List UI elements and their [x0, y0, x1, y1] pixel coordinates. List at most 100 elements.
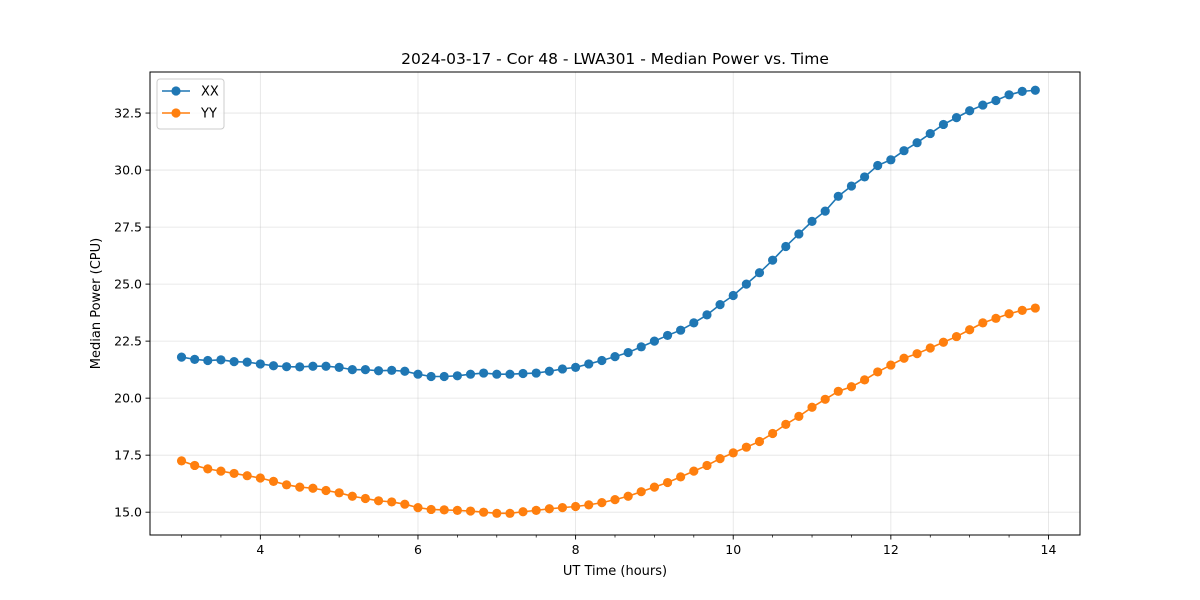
data-point-yy — [465, 506, 476, 516]
data-point-xx — [295, 362, 305, 372]
data-point-yy — [873, 367, 883, 377]
data-point-xx — [846, 181, 857, 191]
x-tick-label: 6 — [414, 542, 422, 557]
data-point-yy — [925, 343, 935, 353]
series-xx — [176, 85, 1040, 382]
legend-label-xx: XX — [201, 85, 219, 100]
data-point-xx — [754, 268, 765, 278]
data-point-yy — [741, 442, 751, 452]
data-point-xx — [176, 352, 187, 362]
data-point-xx — [584, 359, 594, 369]
data-point-yy — [255, 473, 265, 483]
data-point-xx — [321, 361, 331, 371]
data-point-yy — [479, 507, 489, 517]
data-point-xx — [768, 255, 778, 265]
data-point-xx — [728, 290, 738, 301]
data-point-xx — [465, 369, 476, 379]
legend-marker-yy — [171, 108, 181, 118]
data-point-yy — [281, 480, 292, 490]
data-point-xx — [689, 318, 699, 328]
data-point-yy — [938, 337, 949, 347]
y-tick-label: 32.5 — [114, 106, 142, 121]
data-point-xx — [570, 362, 581, 372]
data-point-yy — [452, 505, 462, 515]
data-point-yy — [584, 500, 594, 510]
series-yy — [176, 303, 1040, 518]
y-tick-label: 20.0 — [114, 391, 142, 406]
y-tick-label: 15.0 — [114, 505, 142, 520]
data-point-xx — [781, 241, 791, 252]
data-point-yy — [912, 349, 922, 359]
data-point-yy — [610, 495, 620, 505]
data-point-xx — [347, 365, 357, 375]
data-point-xx — [557, 364, 568, 374]
data-point-xx — [439, 371, 449, 382]
data-point-xx — [636, 342, 646, 352]
y-tick-label: 22.5 — [114, 334, 142, 349]
data-point-xx — [886, 155, 896, 165]
data-point-xx — [820, 206, 830, 216]
data-point-yy — [951, 331, 962, 342]
data-point-yy — [768, 428, 778, 439]
data-point-yy — [531, 505, 541, 515]
data-point-xx — [807, 216, 817, 226]
data-point-yy — [702, 460, 712, 471]
data-point-xx — [623, 347, 633, 358]
data-point-yy — [203, 464, 213, 474]
grid — [150, 72, 1080, 535]
data-point-xx — [991, 95, 1001, 106]
data-point-yy — [715, 453, 725, 464]
legend: XX YY — [156, 78, 225, 130]
data-point-xx — [479, 368, 489, 378]
data-point-yy — [597, 498, 607, 508]
data-point-xx — [281, 362, 292, 372]
data-point-yy — [570, 501, 581, 512]
data-point-yy — [978, 318, 988, 328]
data-point-yy — [676, 472, 686, 482]
series-layer — [176, 85, 1040, 518]
data-point-yy — [518, 507, 528, 517]
data-point-yy — [321, 485, 331, 496]
data-point-yy — [544, 504, 554, 514]
data-point-xx — [492, 369, 502, 379]
data-point-xx — [925, 128, 935, 139]
data-point-xx — [190, 354, 200, 364]
x-axis-label: UT Time (hours) — [563, 564, 667, 579]
data-point-xx — [203, 355, 213, 366]
x-tick-label: 8 — [572, 542, 580, 557]
data-point-xx — [518, 368, 528, 379]
data-point-xx — [662, 330, 673, 341]
x-tick-label: 12 — [883, 542, 899, 557]
data-point-yy — [242, 471, 252, 481]
x-tick-label: 14 — [1041, 542, 1057, 557]
data-point-yy — [439, 505, 449, 515]
legend-entry-xx: XX — [162, 85, 219, 100]
data-point-xx — [544, 366, 554, 376]
data-point-yy — [728, 448, 738, 458]
data-point-yy — [347, 491, 357, 501]
data-point-xx — [531, 368, 541, 378]
data-point-yy — [387, 497, 397, 507]
data-point-yy — [308, 483, 318, 493]
legend-entry-yy: YY — [162, 107, 217, 122]
chart-title: 2024-03-17 - Cor 48 - LWA301 - Median Po… — [401, 50, 829, 68]
data-point-yy — [334, 488, 344, 498]
data-point-yy — [794, 411, 804, 421]
data-point-yy — [492, 508, 502, 518]
data-point-xx — [255, 359, 265, 369]
data-point-yy — [781, 419, 791, 429]
y-tick-label: 17.5 — [114, 448, 142, 463]
data-point-yy — [991, 313, 1001, 323]
data-point-yy — [860, 375, 870, 385]
data-point-xx — [1004, 90, 1014, 100]
data-point-xx — [1017, 86, 1027, 96]
x-tick-label: 10 — [725, 542, 741, 557]
data-point-xx — [242, 357, 252, 367]
data-point-yy — [360, 493, 370, 504]
data-point-xx — [676, 325, 686, 335]
data-point-yy — [373, 496, 384, 506]
data-point-xx — [951, 113, 962, 123]
data-point-xx — [794, 229, 804, 239]
data-point-yy — [229, 468, 239, 479]
